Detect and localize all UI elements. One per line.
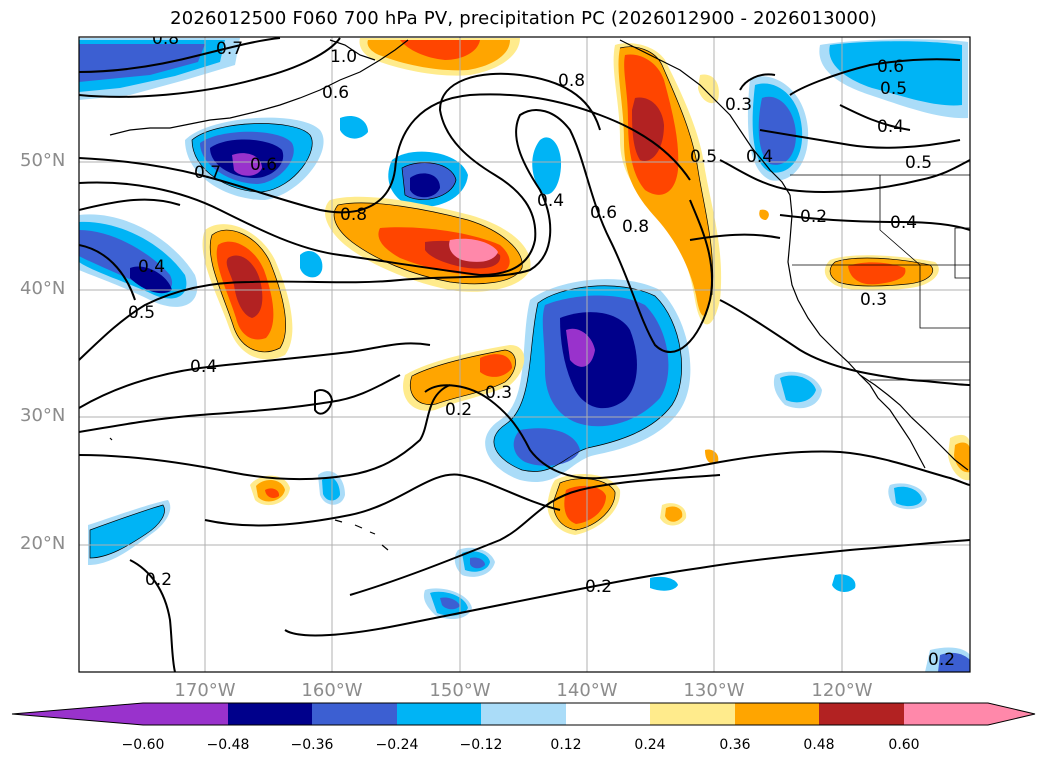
contour-label: 0.8 (622, 217, 649, 237)
pv-contours (79, 37, 970, 672)
longitude-label: 150°W (429, 680, 491, 701)
contour-label: 1.0 (330, 47, 357, 67)
contour-label: 0.6 (250, 155, 277, 175)
colorbar-segment (312, 703, 397, 725)
colorbar-extend-low (12, 703, 143, 725)
contour-label: 0.4 (890, 213, 917, 233)
latitude-label: 40°N (20, 278, 66, 299)
colorbar-tick-label: 0.36 (719, 737, 751, 753)
colorbar-segment (397, 703, 481, 725)
colorbar-outline (11, 702, 1036, 726)
contour-label: 0.8 (558, 71, 585, 91)
map-frame (78, 36, 971, 673)
contour-label: 0.2 (445, 400, 472, 420)
colorbar-segment (819, 703, 904, 725)
colorbar-extend-high (988, 703, 1035, 725)
colorbar-tick-label: −0.48 (206, 737, 250, 753)
contour-label: 0.6 (322, 83, 349, 103)
contour-label: 0.2 (928, 650, 955, 670)
contour-label: 0.5 (880, 79, 907, 99)
colorbar-tick-label: 0.12 (550, 737, 582, 753)
contour-label: 0.2 (145, 570, 172, 590)
contour-label: 0.6 (590, 203, 617, 223)
colorbar-tick-label: 0.48 (803, 737, 835, 753)
contour-label: 0.2 (800, 207, 827, 227)
contour-label: 0.3 (725, 95, 752, 115)
colorbar-segment (143, 703, 228, 725)
contour-label: 0.5 (690, 147, 717, 167)
contour-label: 0.7 (216, 39, 243, 59)
colorbar-tick-label: 0.60 (888, 737, 920, 753)
contour-label-group: 0.8 0.7 1.0 0.6 0.7 0.8 0.8 0.4 0.6 0.8 … (128, 29, 955, 670)
contour-label: 0.4 (190, 357, 217, 377)
contour-label: 0.6 (877, 57, 904, 77)
positive-anomaly-shading (202, 38, 970, 535)
latitude-label: 50°N (20, 150, 66, 171)
colorbar-segment (904, 703, 988, 725)
colorbar-tick-label: −0.60 (121, 737, 165, 753)
contour-label: 0.4 (138, 257, 165, 277)
longitude-label: 160°W (301, 680, 363, 701)
colorbar (11, 702, 1036, 726)
longitude-label: 140°W (556, 680, 618, 701)
contour-label: 0.4 (877, 117, 904, 137)
colorbar-tick-label: −0.12 (459, 737, 503, 753)
contour-label: 0.5 (905, 153, 932, 173)
map-title: 2026012500 F060 700 hPa PV, precipitatio… (170, 8, 877, 29)
contour-label: 0.5 (128, 303, 155, 323)
contour-label: 0.4 (746, 147, 773, 167)
contour-label: 0.2 (585, 577, 612, 597)
colorbar-segment (735, 703, 819, 725)
latitude-label: 20°N (20, 533, 66, 554)
contour-label: 0.8 (152, 29, 179, 49)
colorbar-segment (566, 703, 650, 725)
longitude-label: 170°W (174, 680, 236, 701)
latitude-label: 30°N (20, 405, 66, 426)
longitude-label: 130°W (683, 680, 745, 701)
colorbar-tick-label: −0.24 (375, 737, 419, 753)
negative-anomaly-shading (79, 38, 970, 672)
colorbar-segment (228, 703, 312, 725)
contour-label: 0.3 (485, 383, 512, 403)
longitude-label: 120°W (811, 680, 873, 701)
contour-label: 0.3 (860, 290, 887, 310)
contour-label: 0.4 (537, 191, 564, 211)
contour-label: 0.8 (340, 205, 367, 225)
contour-label: 0.7 (194, 163, 221, 183)
colorbar-segment (650, 703, 735, 725)
colorbar-segment (481, 703, 566, 725)
colorbar-tick-label: 0.24 (634, 737, 666, 753)
colorbar-tick-label: −0.36 (290, 737, 334, 753)
